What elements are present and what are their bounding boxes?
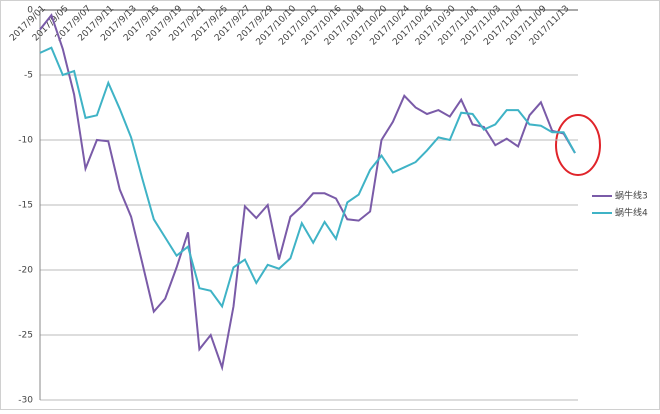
series-line xyxy=(39,13,576,372)
legend-label: 蜗牛线3 xyxy=(615,190,648,202)
legend-label: 蜗牛线4 xyxy=(615,207,648,219)
y-tick-label: -15 xyxy=(18,201,33,211)
y-tick-label: -20 xyxy=(18,266,33,276)
y-tick-label: -30 xyxy=(18,396,33,406)
y-tick-label: -10 xyxy=(18,136,33,146)
y-tick-label: 0 xyxy=(27,6,33,16)
y-tick-label: -25 xyxy=(18,331,33,341)
y-tick-label: -5 xyxy=(24,71,33,81)
highlight-ellipse xyxy=(555,114,601,176)
series-line xyxy=(39,46,576,309)
